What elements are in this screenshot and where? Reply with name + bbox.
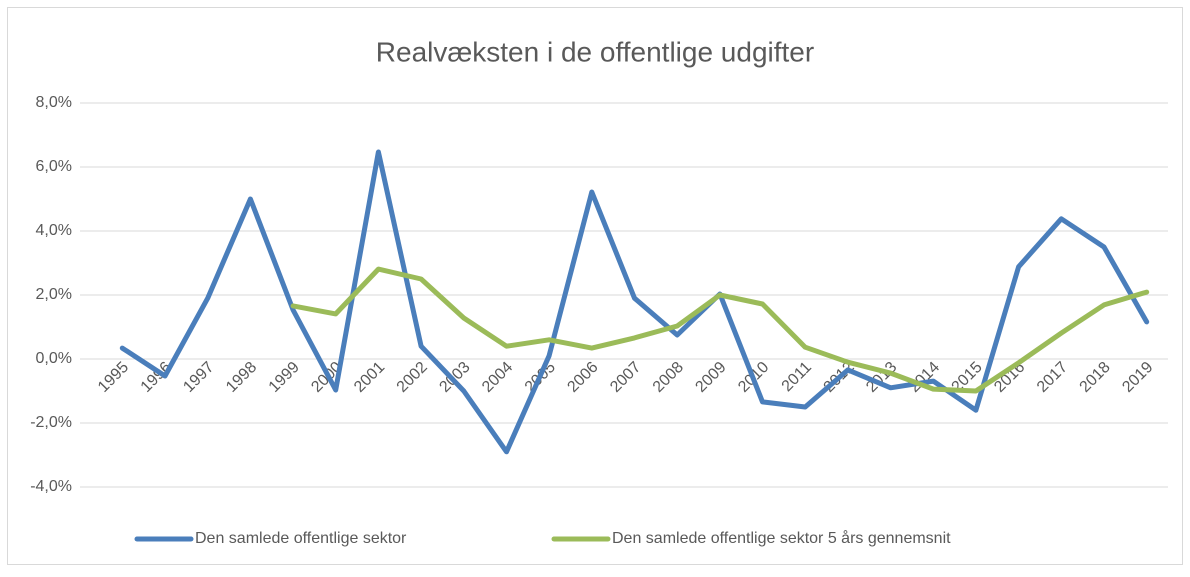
chart-border bbox=[7, 7, 1183, 565]
y-tick-label: 6,0% bbox=[36, 158, 72, 175]
legend-label: Den samlede offentlige sektor 5 års genn… bbox=[612, 529, 951, 547]
y-tick-label: 2,0% bbox=[36, 286, 72, 303]
series-line bbox=[290, 266, 1150, 394]
y-tick-label: 0,0% bbox=[36, 350, 72, 367]
y-tick-label: 4,0% bbox=[36, 222, 72, 239]
y-tick-label: -4,0% bbox=[30, 478, 72, 495]
series-line bbox=[119, 149, 1150, 455]
legend-label: Den samlede offentlige sektor bbox=[195, 530, 407, 547]
chart-title: Realvæksten i de offentlige udgifter bbox=[376, 36, 814, 67]
y-tick-label: -2,0% bbox=[30, 414, 72, 431]
y-tick-label: 8,0% bbox=[36, 94, 72, 111]
